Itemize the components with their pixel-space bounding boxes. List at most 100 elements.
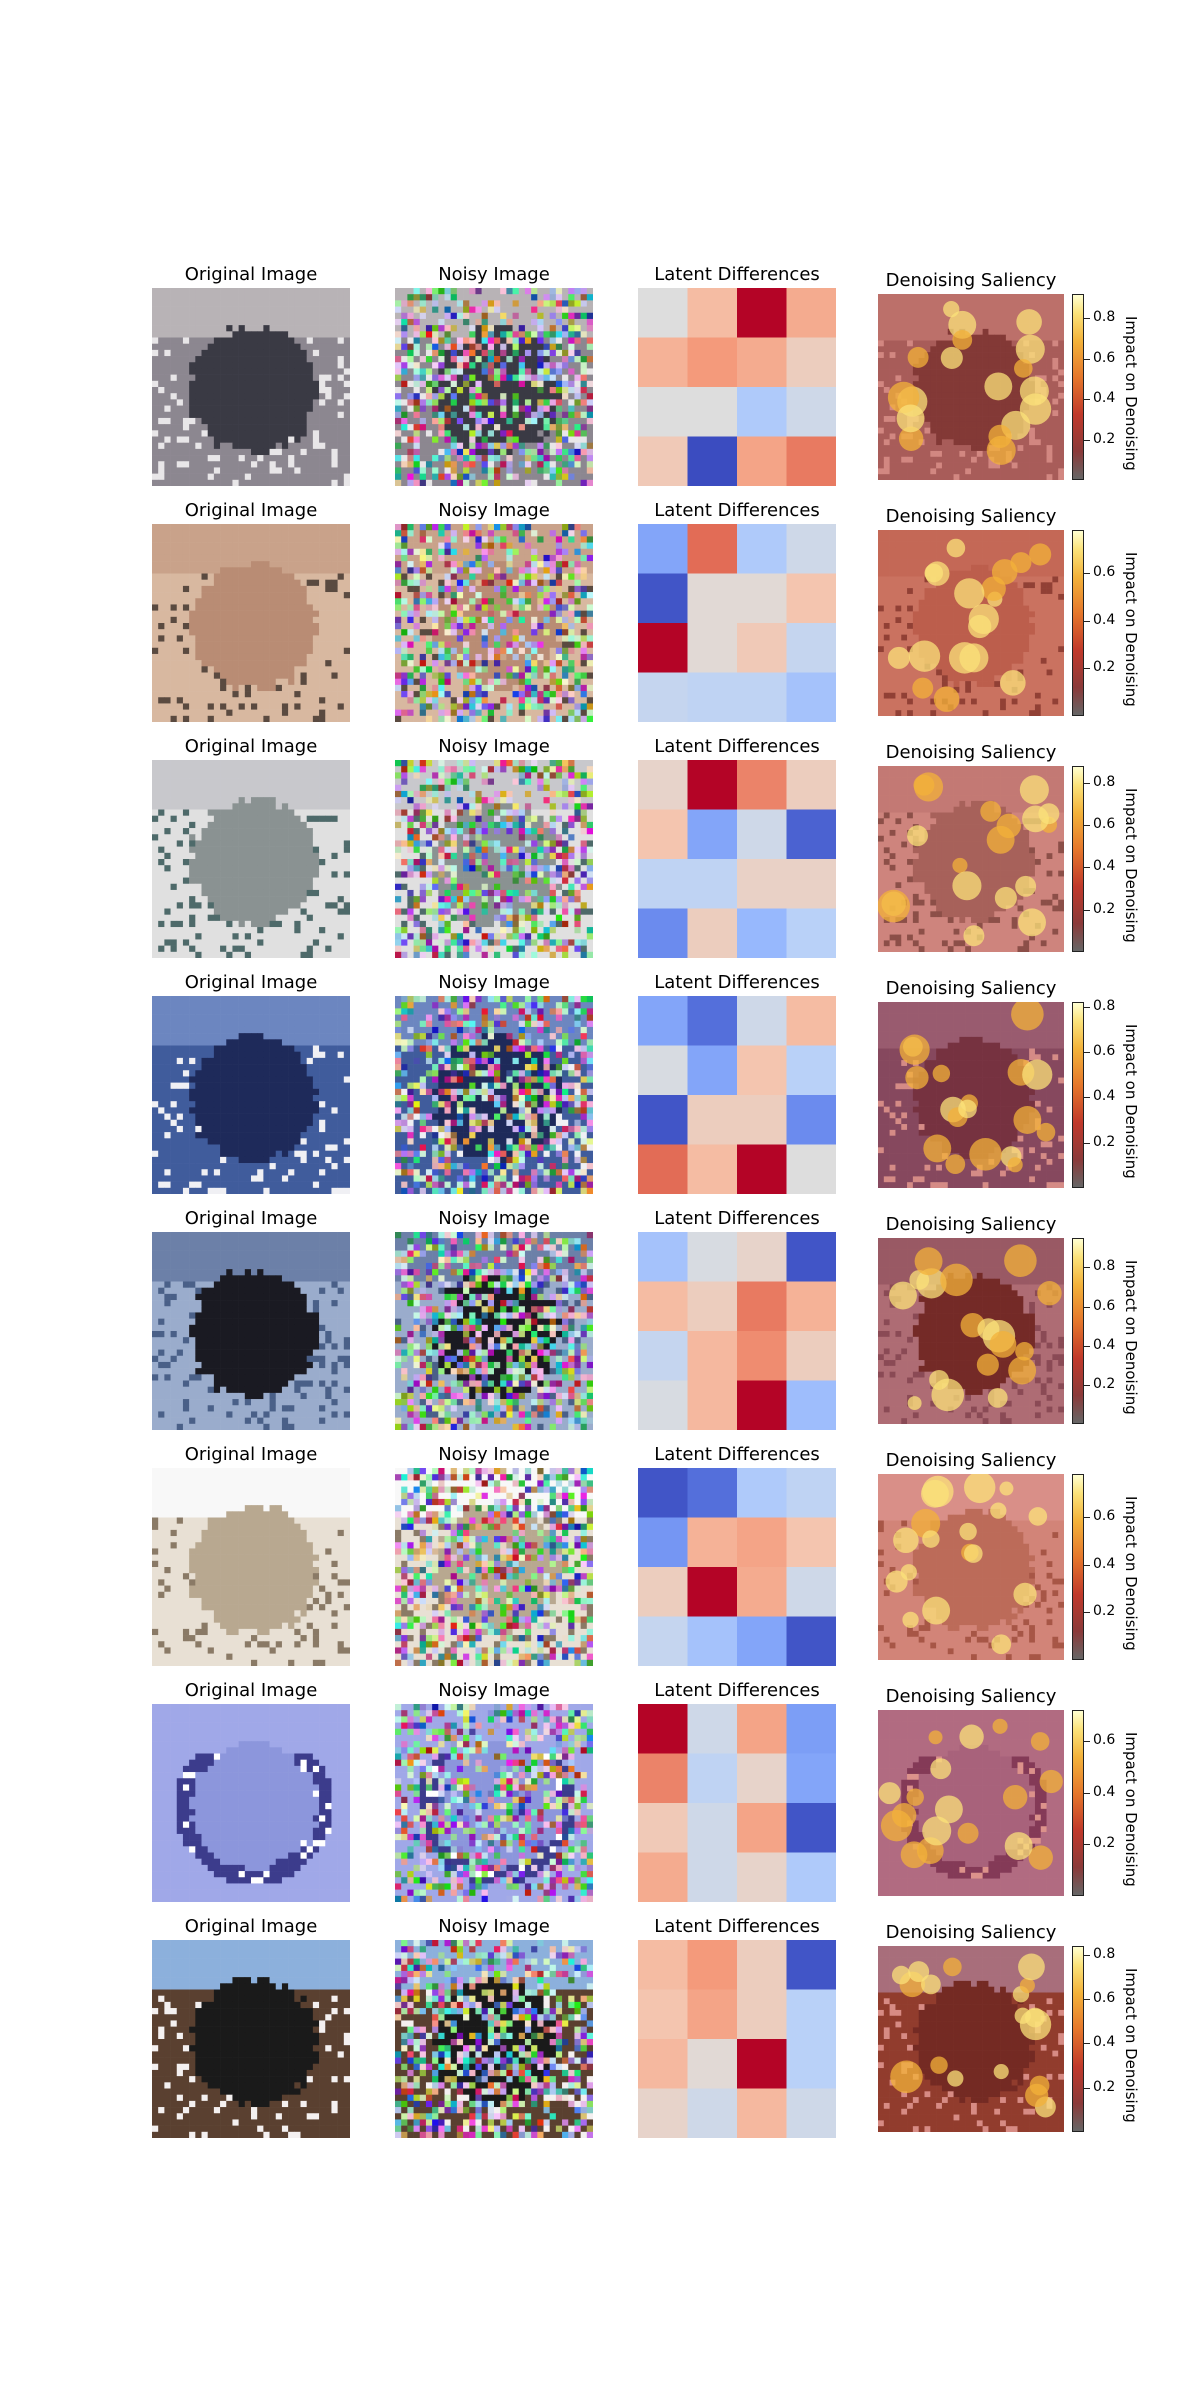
colorbar-label: Impact on Denoising <box>1122 1024 1140 1179</box>
saliency-hotspot <box>1037 1281 1062 1306</box>
heatmap-cell <box>737 672 787 723</box>
heatmap-cell <box>638 672 688 723</box>
heatmap-cell <box>687 1232 738 1282</box>
heatmap-cell <box>737 1753 787 1804</box>
denoising-saliency-map <box>878 1238 1065 1425</box>
heatmap-cell <box>737 1803 787 1853</box>
original-image-title: Original Image <box>152 1208 350 1229</box>
original-image <box>152 1704 351 1903</box>
saliency-hotspot <box>905 1065 929 1090</box>
heatmap-cell <box>687 1940 738 1990</box>
latent-differences-title: Latent Differences <box>638 264 836 285</box>
colorbar-tick-label: 0.2 <box>1093 901 1115 917</box>
original-image <box>152 996 351 1195</box>
saliency-hotspot <box>923 1134 952 1163</box>
saliency-hotspot <box>912 677 934 699</box>
noisy-image-title: Noisy Image <box>395 972 593 993</box>
saliency-hotspot <box>922 1530 940 1548</box>
saliency-hotspot <box>992 1718 1008 1734</box>
heatmap-cell <box>786 436 837 487</box>
saliency-hotspot <box>922 1475 954 1508</box>
denoising-saliency-map <box>878 1710 1065 1897</box>
heatmap-cell <box>786 996 837 1046</box>
saliency-hotspot <box>1013 1582 1037 1606</box>
saliency-hotspot <box>959 643 989 673</box>
heatmap-cell <box>687 1281 738 1332</box>
heatmap-cell <box>786 1940 837 1990</box>
saliency-hotspot <box>1022 805 1049 833</box>
saliency-colorbar <box>1072 1710 1084 1896</box>
heatmap-cell <box>638 1095 688 1145</box>
heatmap-cell <box>737 1232 787 1282</box>
original-image-title: Original Image <box>152 264 350 285</box>
colorbar-tick-label: 0.4 <box>1093 612 1115 628</box>
saliency-hotspot <box>1030 1732 1050 1751</box>
saliency-hotspot <box>1013 1106 1042 1134</box>
original-image <box>152 524 351 723</box>
colorbar-label: Impact on Denoising <box>1122 1496 1140 1651</box>
heatmap-cell <box>687 1468 738 1518</box>
saliency-hotspot <box>896 404 925 433</box>
saliency-hotspot <box>989 1331 1017 1358</box>
latent-differences-title: Latent Differences <box>638 1916 836 1937</box>
colorbar-tick-mark <box>1084 867 1090 869</box>
colorbar-tick-mark <box>1084 1844 1090 1846</box>
saliency-hotspot <box>991 559 1018 585</box>
saliency-hotspot <box>1028 1507 1048 1526</box>
saliency-hotspot <box>968 614 992 639</box>
saliency-hotspot <box>889 1281 917 1310</box>
colorbar-tick-label: 0.2 <box>1093 1376 1115 1392</box>
heatmap-cell <box>638 1753 688 1804</box>
heatmap-cell <box>786 1380 837 1431</box>
colorbar-tick-mark <box>1084 1006 1090 1008</box>
heatmap-cell <box>737 524 787 574</box>
colorbar-tick-mark <box>1084 1516 1090 1518</box>
colorbar-tick-mark <box>1084 1384 1090 1386</box>
heatmap-cell <box>737 859 787 909</box>
colorbar-label: Impact on Denoising <box>1122 1968 1140 2123</box>
colorbar-tick-mark <box>1084 1142 1090 1144</box>
original-image-title: Original Image <box>152 500 350 521</box>
colorbar-tick-mark <box>1084 1097 1090 1099</box>
saliency-hotspot <box>1011 997 1044 1031</box>
figure-row: Original Image Noisy Image Latent Differen… <box>0 264 1200 508</box>
saliency-hotspot <box>940 346 963 369</box>
saliency-hotspot <box>1015 1342 1034 1361</box>
saliency-hotspot <box>1015 334 1045 364</box>
original-image <box>152 288 351 487</box>
original-image <box>152 1468 351 1667</box>
saliency-hotspot <box>932 1064 951 1083</box>
heatmap-cell <box>638 1704 688 1754</box>
saliency-hotspot <box>907 1396 922 1411</box>
saliency-colorbar <box>1072 1474 1084 1660</box>
saliency-hotspot <box>921 1974 941 1995</box>
heatmap-cell <box>638 1281 688 1332</box>
heatmap-cell <box>737 337 787 388</box>
colorbar-tick-mark <box>1084 1564 1090 1566</box>
heatmap-cell <box>638 996 688 1046</box>
saliency-hotspot <box>878 1782 901 1805</box>
saliency-hotspot <box>907 825 928 847</box>
saliency-hotspot <box>1019 775 1049 805</box>
heatmap-cell <box>687 1753 738 1804</box>
colorbar-tick-label: 0.4 <box>1093 390 1115 406</box>
colorbar-tick-mark <box>1084 782 1090 784</box>
heatmap-cell <box>786 387 837 437</box>
heatmap-cell <box>786 1468 837 1518</box>
heatmap-cell <box>687 760 738 810</box>
colorbar-tick-mark <box>1084 909 1090 911</box>
saliency-hotspot <box>994 886 1017 909</box>
heatmap-cell <box>786 1281 837 1332</box>
heatmap-cell <box>786 859 837 909</box>
denoising-saliency-map <box>878 997 1065 1189</box>
colorbar-tick-mark <box>1084 2087 1090 2089</box>
heatmap-cell <box>737 1989 787 2040</box>
heatmap-cell <box>687 859 738 909</box>
heatmap-cell <box>737 573 787 624</box>
heatmap-cell <box>638 387 688 437</box>
saliency-hotspot <box>1019 393 1052 425</box>
heatmap-cell <box>786 1803 837 1853</box>
heatmap-cell <box>638 760 688 810</box>
heatmap-cell <box>786 1567 837 1617</box>
saliency-hotspot <box>958 1099 977 1119</box>
